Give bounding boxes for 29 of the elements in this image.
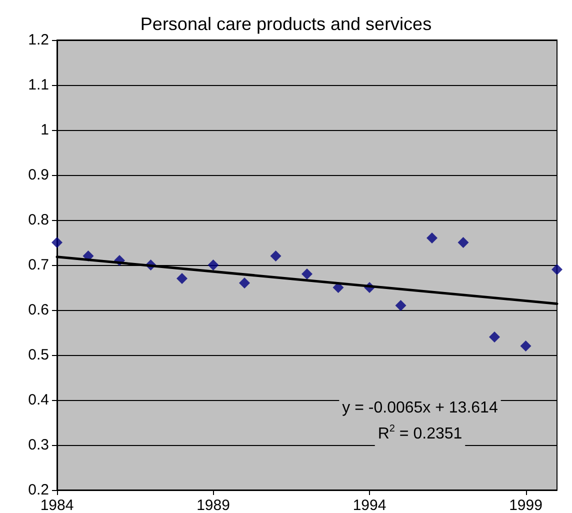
point: [52, 237, 62, 248]
y-tick-label: 1: [40, 122, 49, 138]
y-tick-label: 0.4: [28, 392, 49, 408]
y-tick-label: 0.2: [28, 482, 49, 498]
point: [458, 237, 469, 248]
point: [520, 340, 532, 352]
y-tick-label: 0.8: [28, 212, 49, 228]
annotation: y = -0.0065x + 13.614: [342, 400, 498, 416]
point: [489, 332, 500, 342]
y-tick-label: 1.1: [28, 76, 49, 94]
y-tick-label: 0.9: [28, 166, 49, 184]
point: [302, 268, 312, 280]
x-tick-label: 1994: [352, 497, 386, 513]
point: [552, 264, 562, 275]
point: [426, 232, 438, 244]
y-tick-label: 0.6: [28, 302, 49, 318]
point: [176, 273, 188, 284]
chart-title: Personal care products and services: [140, 14, 432, 34]
y-tick-label: 0.7: [28, 256, 49, 274]
point: [395, 300, 406, 311]
y-tick-label: 0.5: [28, 346, 49, 364]
point: [270, 250, 282, 262]
y-tick-label: 1.2: [28, 32, 49, 48]
x-tick-label: 1984: [40, 497, 74, 513]
point: [208, 260, 219, 270]
point: [239, 278, 250, 288]
y-tick-label: 0.3: [28, 436, 49, 454]
x-tick-label: 1989: [196, 497, 230, 513]
x-tick-label: 1999: [509, 497, 542, 513]
